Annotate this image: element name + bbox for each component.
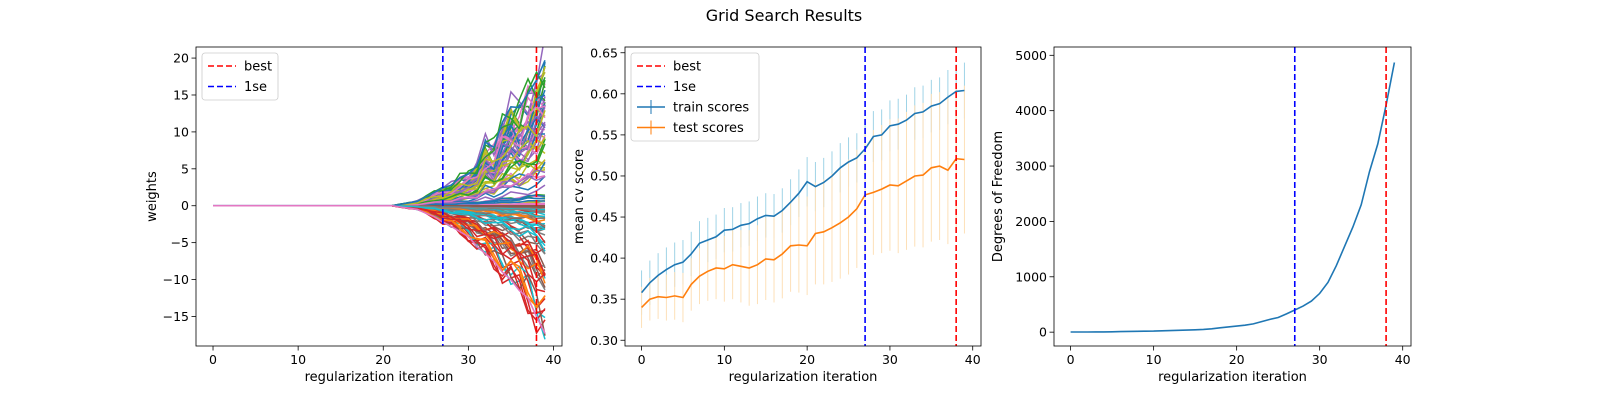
plot-area bbox=[1070, 47, 1396, 346]
y-axis-label: mean cv score bbox=[572, 149, 587, 244]
legend-box bbox=[630, 52, 760, 142]
x-tick-label: 40 bbox=[546, 352, 562, 367]
y-tick-label: 5 bbox=[181, 161, 189, 176]
axes-frame bbox=[195, 46, 563, 347]
y-tick-label: 5000 bbox=[1015, 48, 1047, 63]
y-axis-label: weights bbox=[145, 171, 160, 222]
x-tick-label: 40 bbox=[965, 352, 981, 367]
legend-box bbox=[201, 52, 279, 101]
x-tick-label: 40 bbox=[1395, 352, 1411, 367]
y-tick-label: 2000 bbox=[1015, 214, 1047, 229]
x-axis-label: regularization iteration bbox=[729, 370, 878, 385]
y-tick-label: 1000 bbox=[1015, 269, 1047, 284]
train-scores-line bbox=[640, 89, 965, 294]
axes-frame bbox=[624, 46, 982, 347]
dof-line bbox=[1070, 62, 1396, 333]
y-tick-label: 0.45 bbox=[590, 210, 618, 225]
axes-frame bbox=[1053, 46, 1412, 347]
x-tick-label: 0 bbox=[209, 352, 217, 367]
x-tick-label: 0 bbox=[638, 352, 646, 367]
y-tick-label: 4000 bbox=[1015, 103, 1047, 118]
test-scores-line bbox=[641, 157, 965, 308]
legend-label: 1se bbox=[673, 80, 696, 95]
x-tick-label: 20 bbox=[1229, 352, 1245, 367]
weights-panel: 0 10 20 30 40 −15 −10 −5 0 5 10 15 20 regularization … bbox=[145, 46, 563, 385]
y-tick-label: −15 bbox=[163, 309, 189, 324]
y-tick-label: 0.50 bbox=[590, 168, 618, 183]
y-tick-label: 15 bbox=[173, 87, 189, 102]
y-tick-label: 3000 bbox=[1015, 159, 1047, 174]
x-axis-label: regularization iteration bbox=[1158, 370, 1307, 385]
x-tick-label: 30 bbox=[460, 352, 476, 367]
legend-label: best bbox=[673, 60, 701, 75]
y-axis-label: Degrees of Freedom bbox=[991, 131, 1006, 262]
weight-path-min bbox=[213, 204, 546, 334]
legend-label: 1se bbox=[244, 80, 267, 95]
y-tick-label: −5 bbox=[171, 235, 189, 250]
x-tick-label: 30 bbox=[1312, 352, 1328, 367]
y-tick-label: 10 bbox=[173, 124, 189, 139]
legend-label: test scores bbox=[673, 121, 744, 136]
x-tick-label: 10 bbox=[290, 352, 306, 367]
legend-label: best bbox=[244, 60, 272, 75]
y-tick-label: 0 bbox=[181, 198, 189, 213]
y-tick-label: 0.35 bbox=[590, 292, 618, 307]
x-tick-label: 20 bbox=[375, 352, 391, 367]
figure-title: Grid Search Results bbox=[706, 6, 863, 25]
cv-score-panel: 0 10 20 30 40 0.30 0.35 0.40 0.45 0.50 0.55 0.60 0.6… bbox=[572, 45, 982, 385]
y-tick-label: 20 bbox=[173, 51, 189, 66]
y-tick-label: 0.65 bbox=[590, 45, 618, 60]
dof-panel: 0 10 20 30 40 0 1000 2000 3000 4000 5000 regulariza… bbox=[991, 46, 1412, 385]
y-tick-label: 0.60 bbox=[590, 86, 618, 101]
plot-area bbox=[213, 47, 546, 346]
x-tick-label: 10 bbox=[716, 352, 732, 367]
y-tick-label: 0.55 bbox=[590, 127, 618, 142]
y-tick-label: 0.40 bbox=[590, 251, 618, 266]
y-tick-label: 0.30 bbox=[590, 333, 618, 348]
x-tick-label: 30 bbox=[882, 352, 898, 367]
x-tick-label: 20 bbox=[799, 352, 815, 367]
plot-area bbox=[640, 47, 965, 346]
legend-label: train scores bbox=[673, 101, 749, 116]
x-tick-label: 10 bbox=[1146, 352, 1162, 367]
x-axis-label: regularization iteration bbox=[305, 370, 454, 385]
x-tick-label: 0 bbox=[1067, 352, 1075, 367]
y-tick-label: −10 bbox=[163, 272, 189, 287]
y-tick-label: 0 bbox=[1039, 325, 1047, 340]
